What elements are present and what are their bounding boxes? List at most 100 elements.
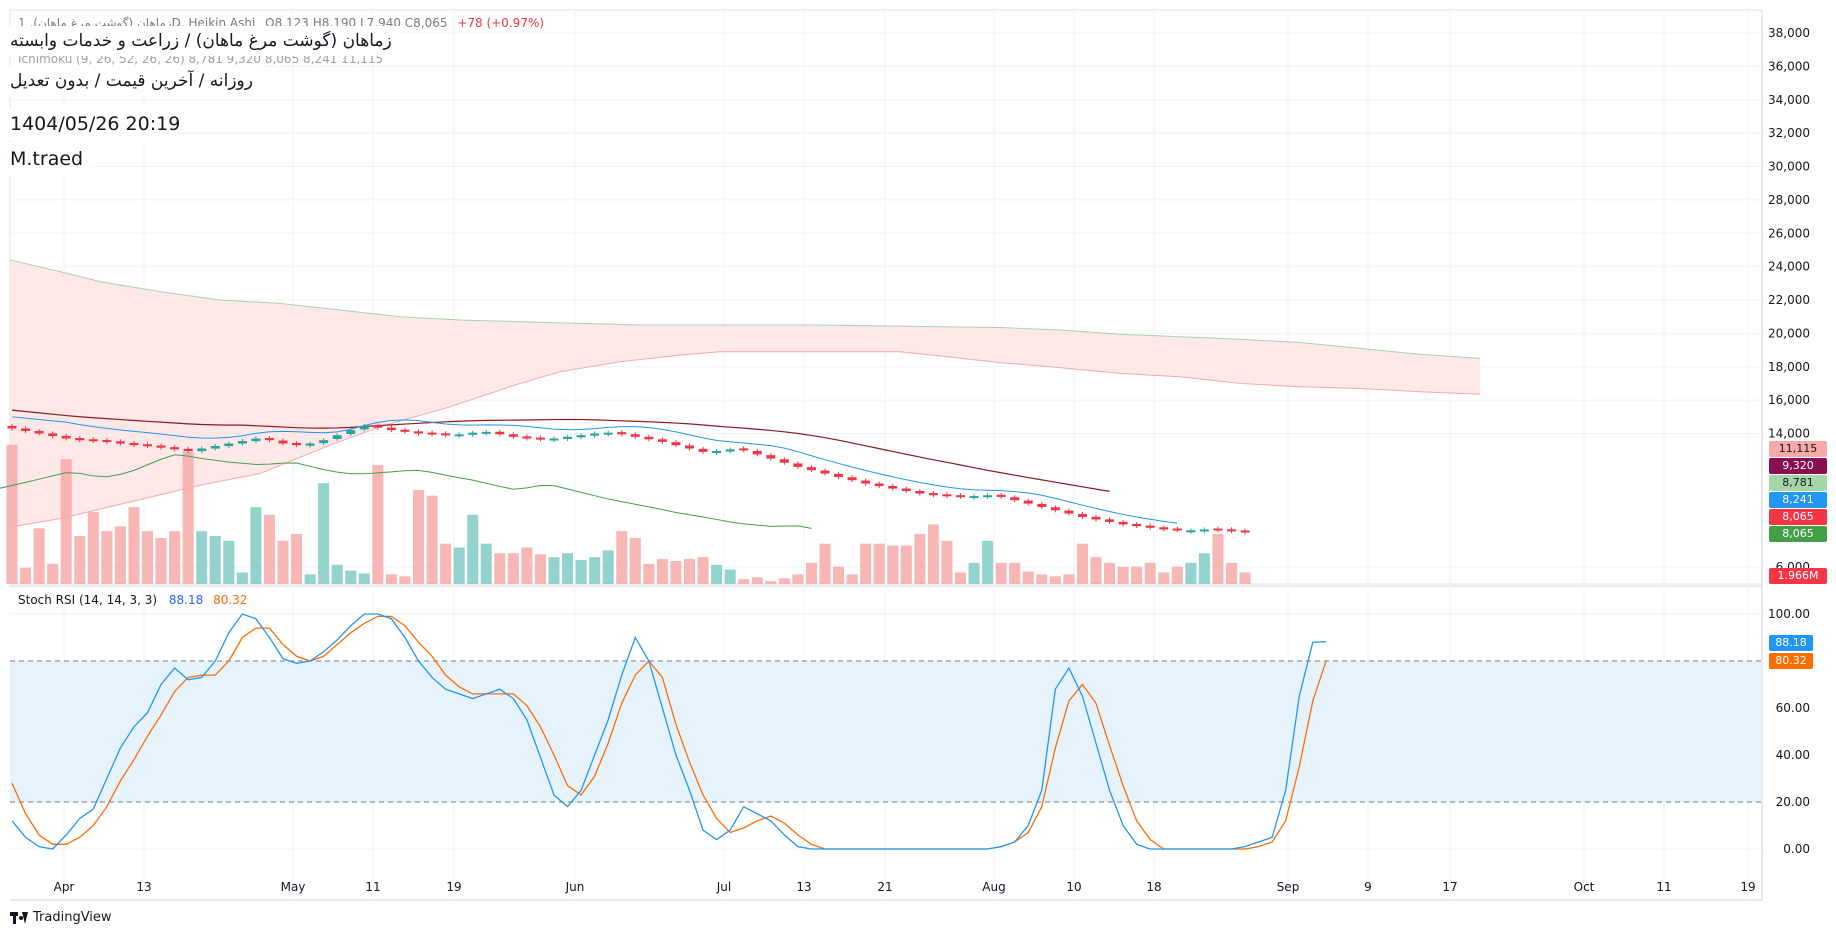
tradingview-logo[interactable]: TradingView [10,910,112,925]
time-tick-label: Jul [716,880,731,894]
volume-bar [562,553,574,584]
volume-bar [1104,562,1116,584]
volume-bar [223,540,235,584]
time-tick-label: 13 [136,880,151,894]
volume-bars [6,444,1251,584]
volume-bar [331,564,343,584]
price-tag: 9,320 [1769,458,1827,474]
price-tag: 1.966M [1769,568,1827,584]
time-tick-label: 19 [446,880,461,894]
volume-bar [548,557,560,584]
volume-bar [616,531,628,584]
price-tick-label: 14,000 [1768,427,1810,441]
stoch-tick-label: 20.00 [1776,795,1810,809]
candle-body [414,431,423,434]
ichimoku-lines [0,409,1178,529]
volume-bar [182,451,194,584]
candle-body [1132,523,1142,527]
time-tick-label: 10 [1066,880,1081,894]
volume-bar [968,562,980,584]
candle-body [685,445,694,449]
volume-bar [1212,534,1224,584]
candle-body [319,440,329,444]
candle-body [210,446,220,449]
volume-bar [724,569,736,584]
candle-body [197,448,207,452]
candle-body [793,463,803,467]
price-tick-label: 32,000 [1768,126,1810,140]
stoch-tick-label: 100.00 [1768,607,1810,621]
volume-bar [318,483,330,584]
candle-body [969,496,979,499]
price-tag: 8,065 [1769,509,1827,525]
volume-bar [1239,572,1251,584]
candle-body [21,428,31,431]
price-tag: 8,781 [1769,475,1827,491]
volume-bar [358,573,370,584]
price-tick-label: 26,000 [1768,226,1810,240]
time-tick-label: 17 [1442,880,1457,894]
volume-bar [114,526,126,584]
volume-bar [169,531,181,584]
volume-bar [575,560,587,584]
volume-bar [20,567,32,584]
volume-bar [846,574,858,584]
volume-bar [887,545,899,584]
overlay-title: زماهان (گوشت مرغ ماهان) / زراعت و خدمات … [0,26,400,56]
volume-bar [927,524,939,584]
candle-body [739,448,749,451]
candle-body [88,439,98,442]
candle-body [1145,525,1155,528]
volume-bar [751,577,763,584]
candle-body [373,425,383,428]
price-tag: 8,065 [1769,526,1827,542]
volume-bar [900,545,912,584]
candle-body [224,443,234,447]
volume-bar [1036,574,1048,584]
candle-body [874,483,884,487]
candle-body [779,459,789,463]
volume-bar [765,581,777,584]
volume-bar [982,540,994,584]
time-tick-label: Aug [982,880,1005,894]
volume-bar [711,564,723,584]
candle-body [427,432,437,435]
volume-bar [1063,574,1075,584]
volume-bar [263,514,275,584]
candle-body [915,490,925,494]
volume-bar [589,557,601,584]
candle-body [237,441,247,444]
volume-bar [1076,543,1088,584]
price-change: +78 (+0.97%) [457,16,545,30]
volume-bar [304,574,316,584]
stoch-rsi-legend[interactable]: Stoch RSI (14, 14, 3, 3) 88.18 80.32 [18,593,247,607]
candle-body [820,470,830,474]
volume-bar [101,531,113,584]
candle-body [454,434,464,437]
volume-bar [507,553,519,584]
stoch-d-line [11,615,1327,850]
price-tag: 11,115 [1769,441,1827,457]
candle-body [603,432,613,435]
brand-name: TradingView [33,910,112,925]
volume-bar [833,566,845,584]
candle-body [1105,519,1115,522]
volume-bar [250,507,262,584]
candle-body [847,477,857,481]
candle-body [535,437,545,440]
time-tick-label: 18 [1146,880,1161,894]
candle-body [143,444,152,447]
candle-body [1240,530,1250,533]
volume-bar [1090,557,1102,584]
candle-body [630,434,640,437]
candle-body [75,438,85,441]
volume-bar [494,553,506,584]
volume-bar [656,559,668,584]
volume-bar [399,576,411,584]
volume-bar [1198,553,1210,584]
candle-body [752,450,762,455]
candle-body [1159,527,1169,530]
time-tick-label: 11 [1656,880,1671,894]
candle-body [928,493,938,496]
